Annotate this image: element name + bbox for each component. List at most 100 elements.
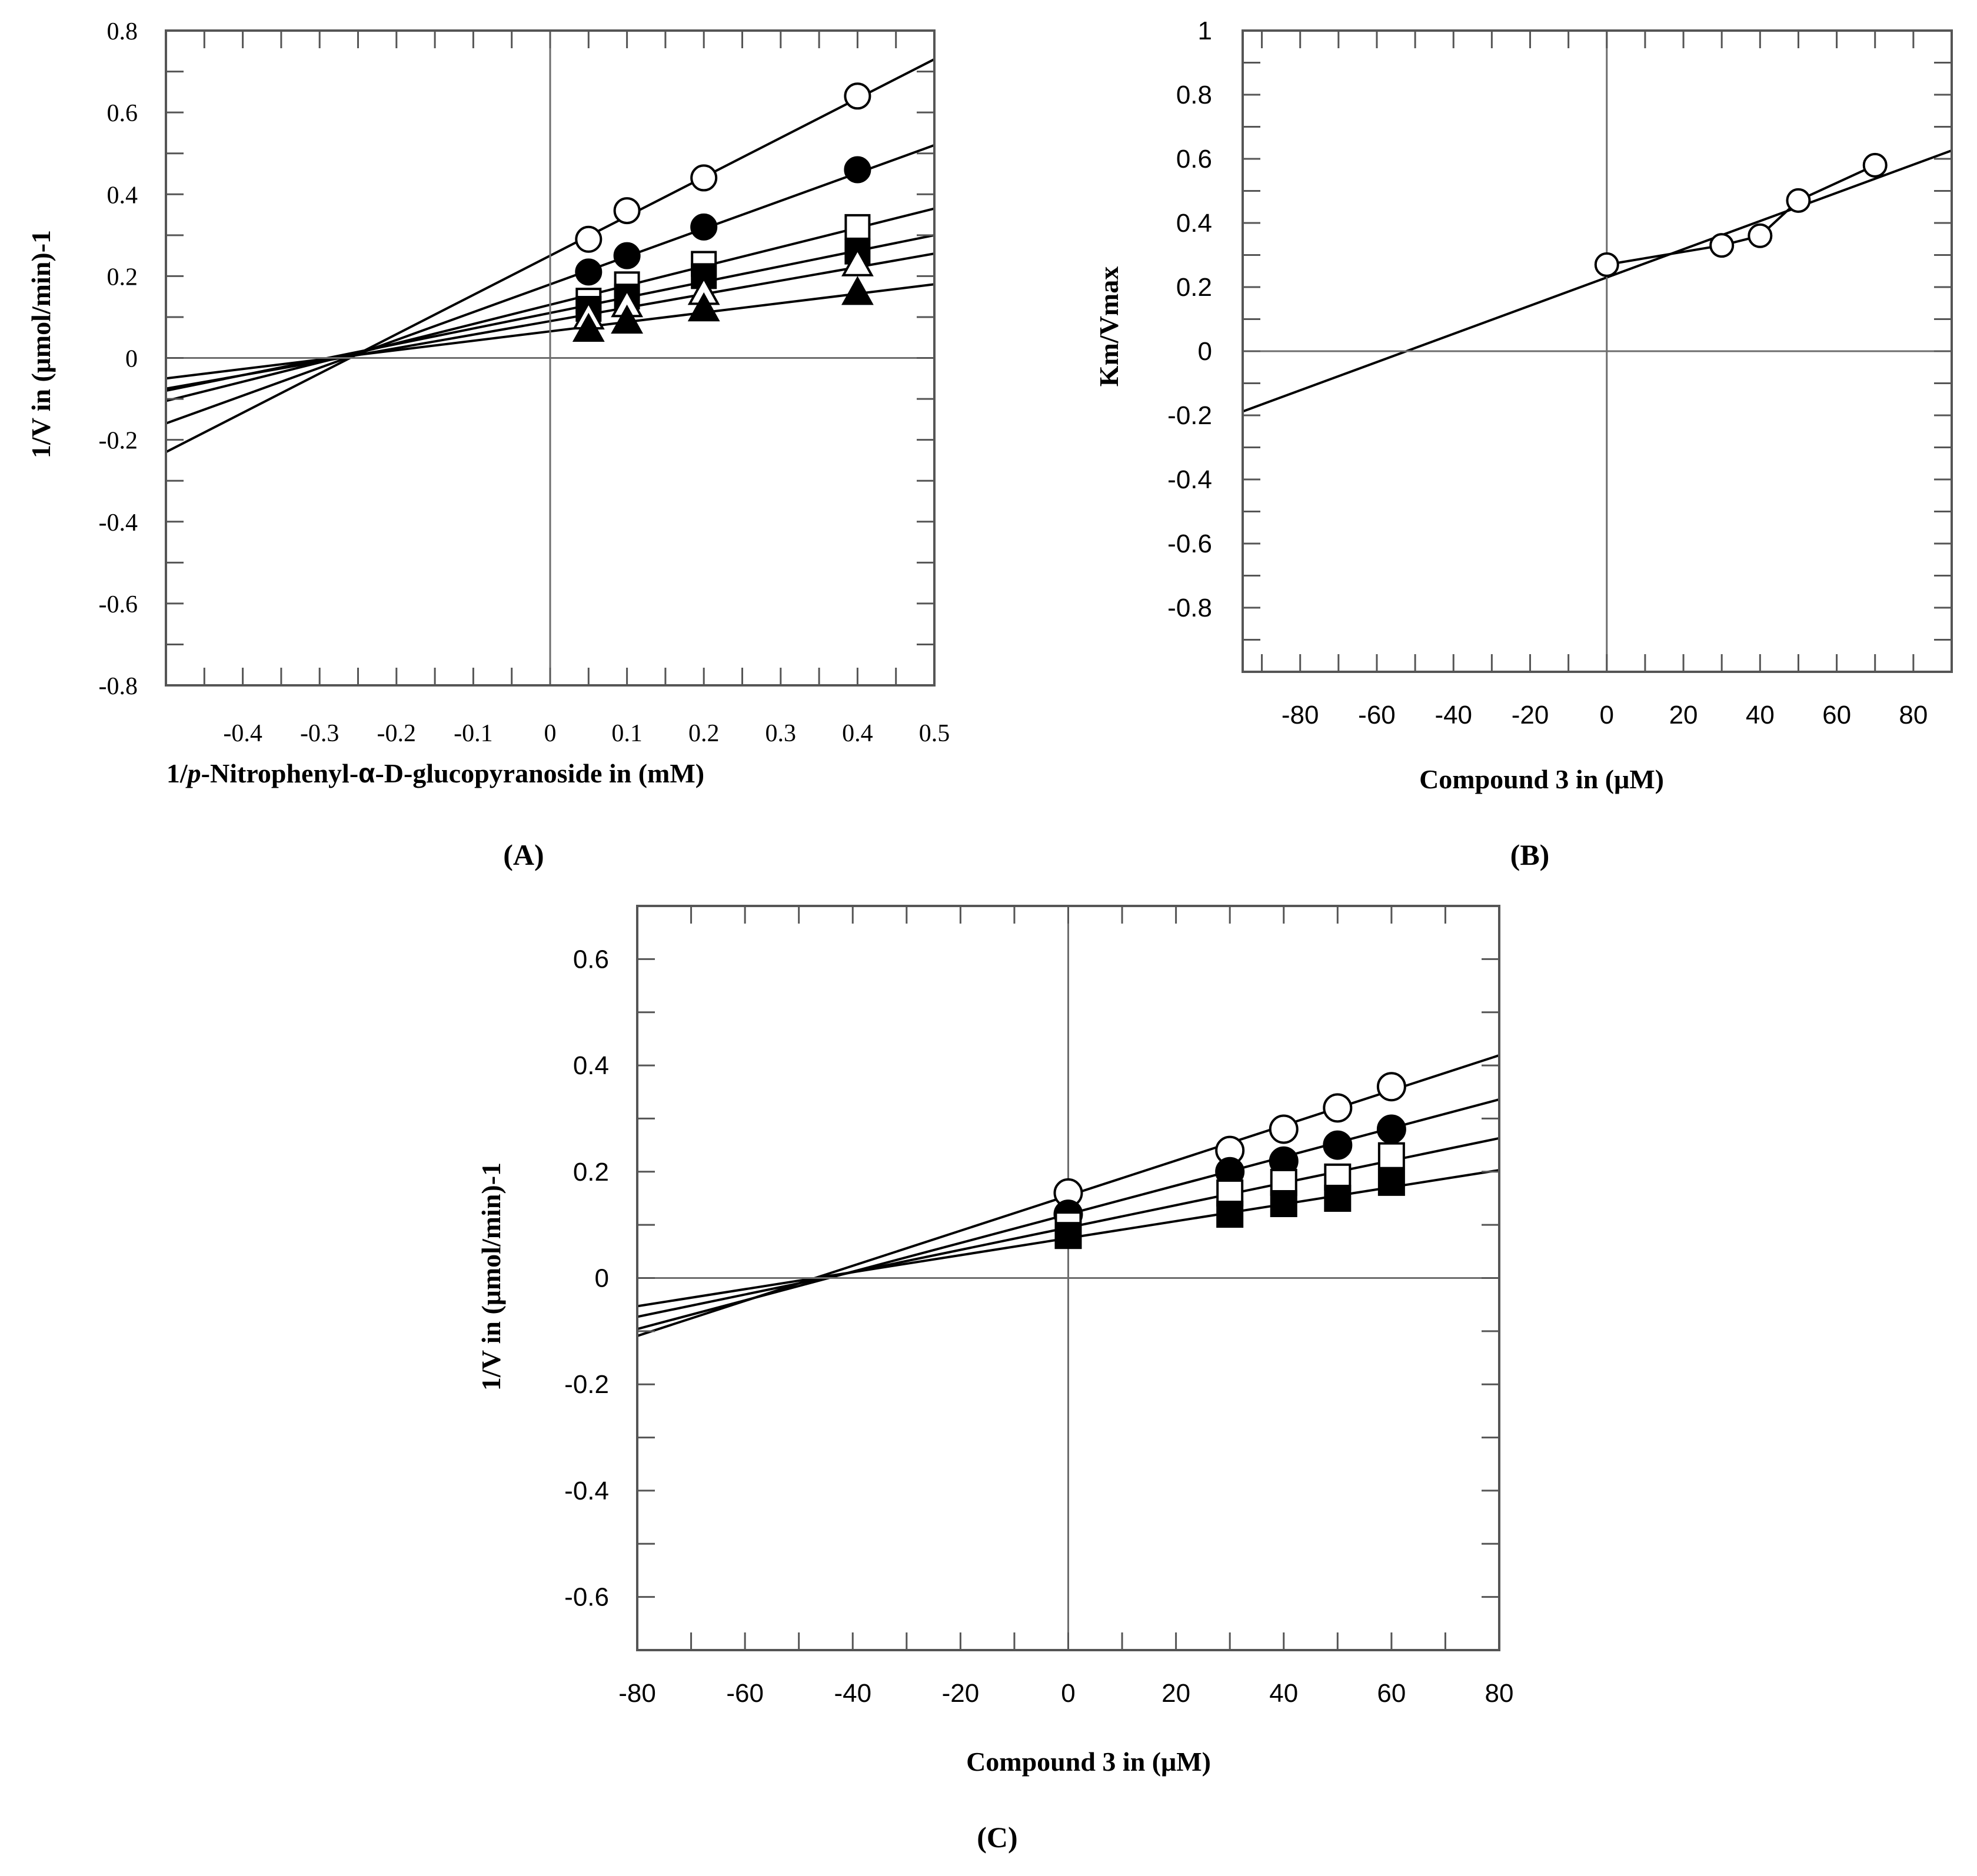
panel-b-fit-line-0 (1243, 149, 1952, 413)
panel-a-y-tick-label: 0.6 (107, 100, 138, 127)
panel-b-tick-labels: -80 -60 -40 -20 0 20 40 60 80 1 0.8 0.6 0.4 0.2 0 -0.2 -… (1167, 16, 1928, 729)
panel-a-point-triangle-open (841, 247, 874, 276)
panel-a-y-tick-label: 0.4 (107, 182, 138, 209)
panel-b-y-tick-label: -0.2 (1167, 401, 1212, 430)
panel-a-point-square-open (844, 214, 871, 240)
panel-b: -80 -60 -40 -20 0 20 40 60 80 1 0.8 0.6 0.4 0.2 0 -0.2 -… (1094, 16, 1953, 871)
panel-b-y-tick-label: 0 (1198, 337, 1212, 366)
panel-a: -0.4 -0.3 -0.2 -0.1 0 0.1 0.2 0.3 0.4 0.5 0.8 0.6 0.… (26, 18, 950, 871)
panel-a-point-circle-open (844, 82, 871, 110)
panel-a-point-circle-filled (690, 213, 718, 241)
panel-a-x-tick-label: -0.3 (300, 720, 340, 747)
panel-b-point-circle-open (1786, 188, 1811, 213)
panel-b-point-circle-open (1748, 223, 1773, 248)
panel-c-point-circle-open (1323, 1093, 1353, 1123)
panel-c-y-tick-label: -0.4 (564, 1477, 609, 1505)
panel-c-tick-labels: -80 -60 -40 -20 0 20 40 60 80 0.6 0.4 0.2 0 -0.2 -0.4 -… (564, 945, 1513, 1708)
panel-a-point-circle-filled (575, 258, 603, 286)
panel-c-point-square-open (1377, 1142, 1405, 1169)
panel-b-y-tick-label: 0.4 (1176, 209, 1212, 238)
panel-c-label: (C) (977, 1821, 1017, 1854)
panel-c-y-axis-title: 1/V in (μmol/min)-1 (476, 1162, 506, 1391)
panel-c-x-tick-label: -80 (618, 1679, 656, 1708)
panel-c-point-square-filled (1377, 1168, 1405, 1196)
panel-c-x-tick-label: 80 (1485, 1679, 1514, 1708)
panel-b-y-tick-label: -0.8 (1167, 594, 1212, 622)
panel-a-point-circle-open (575, 225, 603, 253)
panel-a-x-tick-label: 0.4 (842, 720, 873, 747)
panel-c-point-circle-open (1269, 1114, 1299, 1144)
panel-c-markers (1053, 1072, 1406, 1249)
panel-a-point-triangle-filled (687, 292, 720, 322)
panel-b-x-tick-label: 80 (1899, 701, 1928, 729)
panel-b-y-tick-label: -0.6 (1167, 529, 1212, 558)
panel-b-y-axis-title: Km/Vmax (1094, 266, 1124, 386)
panel-a-label: (A) (503, 838, 544, 871)
panel-b-x-tick-label: -60 (1358, 701, 1396, 729)
panel-a-y-tick-label: 0.2 (107, 264, 138, 291)
panel-a-y-tick-label: -0.4 (99, 509, 138, 537)
panel-a-y-tick-label: -0.8 (99, 673, 138, 700)
panel-c-x-tick-label: 20 (1161, 1679, 1190, 1708)
panel-a-point-triangle-filled (611, 304, 643, 334)
panel-a-y-axis-title: 1/V in (μmol/min)-1 (26, 230, 56, 458)
panel-a-point-triangle-filled (841, 276, 874, 305)
panel-a-point-triangle-filled (572, 312, 605, 342)
panel-c: -80 -60 -40 -20 0 20 40 60 80 0.6 0.4 0.2 0 -0.2 -0.4 -… (476, 905, 1513, 1854)
panel-c-x-tick-label: -40 (834, 1679, 871, 1708)
panel-a-point-circle-filled (844, 156, 871, 184)
panel-b-y-tick-label: -0.4 (1167, 465, 1212, 494)
panel-c-x-tick-label: 0 (1061, 1679, 1075, 1708)
panel-a-markers (572, 82, 874, 342)
panel-b-point-circle-open (1862, 152, 1888, 178)
panel-b-x-tick-label: 0 (1600, 701, 1614, 729)
panel-b-y-tick-label: 0.6 (1176, 145, 1212, 174)
panel-c-point-circle-filled (1323, 1130, 1353, 1160)
panel-a-x-tick-label: 0.2 (688, 720, 720, 747)
panel-c-point-square-filled (1324, 1184, 1352, 1212)
panel-b-label: (B) (1510, 838, 1550, 871)
panel-b-point-circle-open (1709, 233, 1735, 258)
panel-a-x-tick-label: 0.1 (611, 720, 643, 747)
panel-b-y-tick-label: 0.2 (1176, 273, 1212, 302)
panel-c-frame (636, 905, 1500, 1651)
panel-b-x-tick-label: -40 (1435, 701, 1472, 729)
panel-b-x-tick-label: 20 (1669, 701, 1698, 729)
panel-a-x-tick-label: -0.2 (377, 720, 417, 747)
panel-a-x-tick-label: -0.1 (454, 720, 493, 747)
panel-c-point-square-filled (1270, 1190, 1297, 1217)
panel-c-x-tick-label: 60 (1377, 1679, 1406, 1708)
panel-b-x-tick-label: -20 (1512, 701, 1549, 729)
panel-b-point-circle-open (1594, 252, 1619, 277)
panel-a-y-tick-label: 0 (125, 346, 138, 373)
panel-c-point-circle-open (1376, 1072, 1406, 1102)
panel-b-frame (1242, 29, 1953, 673)
panel-b-markers (1594, 152, 1888, 277)
panel-b-y-tick-label: 0.8 (1176, 81, 1212, 109)
panel-a-point-circle-open (690, 164, 718, 192)
panel-c-x-tick-label: -60 (726, 1679, 764, 1708)
panel-c-y-tick-label: 0.4 (573, 1051, 609, 1080)
panel-b-x-tick-label: 60 (1822, 701, 1851, 729)
panel-c-point-circle-filled (1376, 1114, 1406, 1144)
panel-a-x-tick-label: 0.3 (765, 720, 797, 747)
panel-a-frame (165, 29, 936, 687)
panel-a-point-circle-open (613, 197, 641, 225)
panel-c-point-square-filled (1054, 1222, 1082, 1249)
panel-b-x-axis-title: Compound 3 in (μM) (1419, 764, 1664, 794)
panel-c-y-tick-label: -0.2 (564, 1370, 609, 1399)
panel-b-x-tick-label: -80 (1282, 701, 1319, 729)
panel-a-x-tick-label: 0 (544, 720, 557, 747)
panel-a-y-tick-label: -0.6 (99, 591, 138, 618)
panel-a-y-tick-label: -0.2 (99, 428, 138, 455)
panel-c-y-tick-label: 0.6 (573, 945, 609, 974)
panel-b-x-tick-label: 40 (1746, 701, 1775, 729)
panel-c-point-square-filled (1216, 1201, 1244, 1228)
panel-a-x-tick-label: -0.4 (223, 720, 262, 747)
panel-a-point-circle-filled (613, 242, 641, 269)
panel-b-y-tick-label: 1 (1198, 16, 1212, 45)
panel-c-x-axis-title: Compound 3 in (μM) (966, 1747, 1211, 1777)
panel-c-x-tick-label: 40 (1269, 1679, 1298, 1708)
